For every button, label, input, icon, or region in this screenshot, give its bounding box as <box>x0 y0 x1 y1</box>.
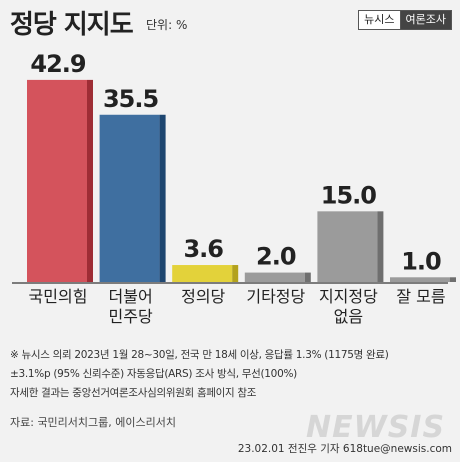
bar-value-label: 15.0 <box>321 181 377 209</box>
bar-value-label: 3.6 <box>183 235 223 263</box>
source-text: 자료: 국민리서치그룹, 에이스리서치 <box>10 416 176 429</box>
bar-side <box>304 272 311 282</box>
bar-value-label: 1.0 <box>401 247 441 275</box>
brand-badge-left: 뉴시스 <box>359 11 401 29</box>
bar-side <box>450 277 456 282</box>
category-label: 더불어 <box>109 287 153 306</box>
category-label: 정의당 <box>181 287 225 306</box>
watermark: NEWSIS <box>306 410 446 445</box>
bar <box>99 114 160 282</box>
page-title: 정당 지지도 <box>10 10 134 40</box>
bar <box>27 79 87 282</box>
category-label: 없음 <box>334 307 363 326</box>
bar <box>244 272 305 282</box>
unit-label: 단위: % <box>146 18 188 32</box>
bar <box>390 277 450 282</box>
bar-value-label: 42.9 <box>30 50 86 78</box>
note-line: ※ 뉴시스 의뢰 2023년 1월 28~30일, 전국 만 18세 이상, 응… <box>10 349 389 361</box>
bar-group: 2.0 기타정당 <box>244 243 311 306</box>
note-line: ±3.1%p (95% 신뢰수준) 자동응답(ARS) 조사 방식, 무선(10… <box>10 368 297 380</box>
bar <box>317 211 378 282</box>
note-line: 자세한 결과는 중앙선거여론조사심의위원회 홈페이지 참조 <box>10 387 257 399</box>
category-label: 기타정당 <box>246 287 305 306</box>
credit-text: 23.02.01 전진우 기자 618tue@newsis.com <box>237 443 452 455</box>
bar-group: 1.0 잘 모름 <box>390 247 456 306</box>
bar-side <box>159 114 166 282</box>
category-label: 잘 모름 <box>396 287 445 306</box>
bar-side <box>232 265 239 282</box>
bar-value-label: 2.0 <box>256 243 296 271</box>
bar <box>172 265 233 282</box>
category-label: 민주당 <box>109 307 153 326</box>
category-label: 지지정당 <box>319 287 378 306</box>
bar-side <box>377 211 384 282</box>
bar-group: 42.9 국민의힘 <box>27 50 93 306</box>
brand-badge-right: 여론조사 <box>400 11 451 29</box>
bar-group: 3.6 정의당 <box>172 235 239 306</box>
category-label: 국민의힘 <box>29 287 88 306</box>
bar-side <box>87 79 93 282</box>
bar-value-label: 35.5 <box>103 85 159 113</box>
survey-notes: ※ 뉴시스 의뢰 2023년 1월 28~30일, 전국 만 18세 이상, 응… <box>10 346 452 403</box>
brand-badge: 뉴시스 여론조사 <box>358 10 452 30</box>
